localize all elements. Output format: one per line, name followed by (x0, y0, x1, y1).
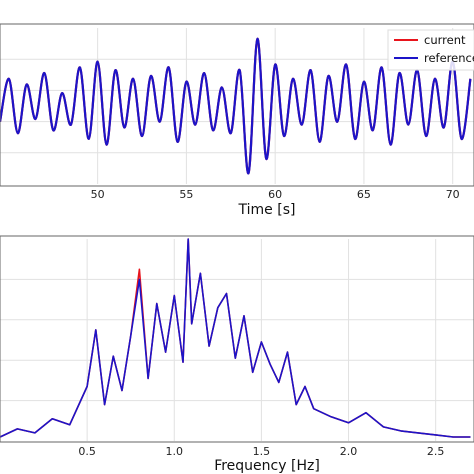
time-panel-frame (0, 23, 474, 187)
time-x-label: Time [s] (238, 202, 296, 218)
x-tick-label: 2.0 (340, 445, 358, 458)
x-tick-label: 2.5 (427, 445, 445, 458)
x-tick-label: 55 (179, 188, 193, 201)
x-tick-label: 70 (446, 188, 460, 201)
frequency-x-label: Frequency [Hz] (214, 458, 320, 474)
spectrum-panel-frame (0, 235, 474, 443)
spectrum-panel-lines (0, 238, 471, 438)
legend: current reference (387, 29, 474, 71)
x-tick-label: 60 (268, 188, 282, 201)
time-series-panel: 50 55 60 65 70 Time [s] current reference (0, 23, 474, 218)
spectrum-panel: 0.5 1.0 1.5 2.0 2.5 Frequency [Hz] (0, 235, 474, 474)
series-line-reference (0, 238, 471, 438)
x-tick-label: 50 (91, 188, 105, 201)
legend-reference-label: reference (424, 51, 474, 65)
x-tick-label: 1.0 (166, 445, 184, 458)
series-line-current (0, 238, 471, 438)
frequency-x-ticks: 0.5 1.0 1.5 2.0 2.5 (78, 445, 444, 458)
x-tick-label: 1.5 (253, 445, 271, 458)
legend-current-label: current (424, 33, 466, 47)
time-panel-lines (0, 37, 472, 175)
series-line-reference (0, 37, 472, 175)
x-tick-label: 65 (357, 188, 371, 201)
spectrum-panel-grid (0, 239, 474, 441)
x-tick-label: 0.5 (78, 445, 96, 458)
time-x-ticks: 50 55 60 65 70 (91, 188, 460, 201)
legend-box (387, 29, 474, 71)
